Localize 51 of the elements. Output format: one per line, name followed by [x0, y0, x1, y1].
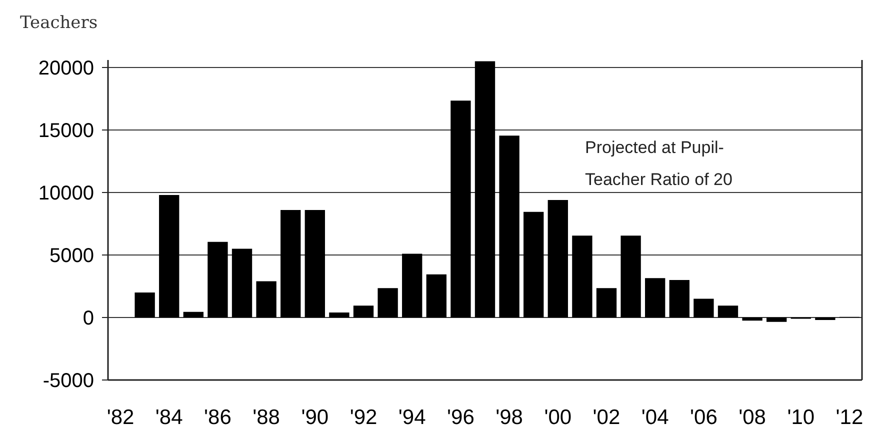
y-tick-label: -5000 [42, 370, 94, 392]
bar [524, 212, 544, 318]
x-tick-label: '12 [836, 406, 864, 429]
bar [450, 100, 471, 318]
bar [426, 274, 446, 318]
x-tick-label: '08 [738, 406, 766, 429]
y-tick-label: 20000 [38, 58, 94, 80]
bar [474, 61, 496, 318]
bar [232, 248, 252, 318]
x-tick-label: '06 [690, 406, 718, 429]
x-tick-label: '94 [398, 406, 426, 429]
bar [208, 242, 228, 318]
x-tick-label: '84 [155, 406, 184, 429]
bar [669, 280, 690, 318]
bar [378, 288, 398, 318]
bar [572, 236, 592, 318]
bar [256, 281, 276, 318]
x-tick-label: '98 [496, 406, 523, 429]
bar [304, 210, 325, 318]
y-tick-label: 0 [82, 308, 94, 330]
bar [548, 200, 568, 318]
bar [329, 312, 350, 318]
x-tick-label: '82 [106, 406, 134, 429]
x-tick-label: '86 [204, 406, 232, 429]
annotation: Projected at Pupil-Teacher Ratio of 20 [585, 138, 732, 189]
x-tick-label: '92 [350, 406, 378, 429]
x-tick-label: '96 [447, 406, 474, 429]
x-tick-label: '00 [544, 406, 572, 429]
bar [134, 292, 155, 318]
bar [742, 318, 762, 321]
x-tick-label: '04 [641, 406, 670, 429]
bar [159, 195, 180, 318]
bar [620, 236, 641, 318]
y-tick-label: 5000 [50, 245, 94, 267]
y-tick-label: 10000 [38, 182, 94, 204]
x-tick-label: '90 [301, 406, 329, 429]
bar [499, 136, 520, 318]
y-tick-label: 15000 [38, 120, 94, 142]
bar [694, 298, 714, 318]
bar [718, 306, 738, 318]
bar [183, 312, 204, 318]
x-tick-label: '02 [592, 406, 620, 429]
y-axis-title: Teachers [20, 13, 98, 33]
x-tick-label: '88 [252, 406, 280, 429]
bar [280, 210, 301, 318]
bar [766, 318, 787, 322]
bar [353, 306, 374, 318]
bar [596, 288, 617, 318]
bar [402, 254, 422, 318]
bar [645, 278, 666, 318]
x-tick-label: '10 [787, 406, 815, 429]
